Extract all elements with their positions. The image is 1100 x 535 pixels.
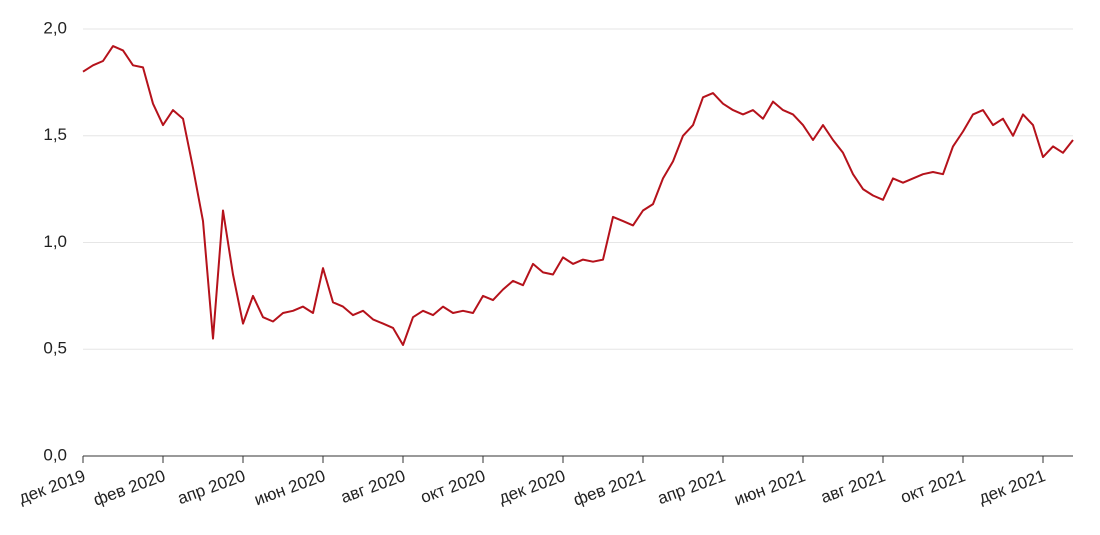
x-tick-label: июн 2020 [252,466,328,509]
x-tick-label: авг 2020 [338,466,408,507]
y-tick-label: 1,0 [43,232,67,251]
x-tick-label: фев 2020 [91,466,168,510]
line-series [82,45,1074,346]
x-tick-label: дек 2020 [496,466,568,508]
x-tick-label: июн 2021 [732,466,808,509]
y-tick-label: 1,5 [43,125,67,144]
x-tick-label: апр 2021 [655,466,728,508]
x-tick-label: фев 2021 [571,466,648,510]
y-tick-label: 2,0 [43,18,67,37]
x-tick-label: апр 2020 [175,466,248,508]
x-tick-label: окт 2021 [898,466,968,507]
x-tick-label: дек 2021 [976,466,1048,508]
y-tick-label: 0,5 [43,339,67,358]
x-tick-label: окт 2020 [418,466,488,507]
x-tick-label: авг 2021 [818,466,888,507]
x-tick-label: дек 2019 [16,466,88,508]
y-tick-label: 0,0 [43,445,67,464]
